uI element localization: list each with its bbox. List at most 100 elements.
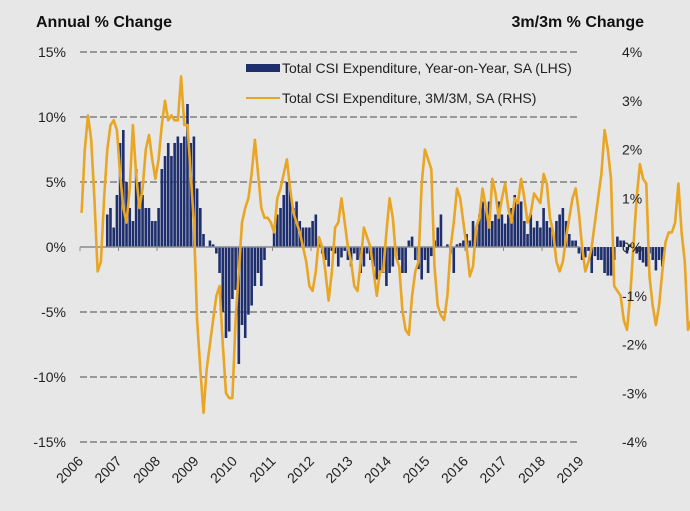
bar bbox=[263, 247, 266, 260]
bar bbox=[471, 221, 475, 247]
bar bbox=[336, 247, 340, 267]
bar bbox=[128, 208, 132, 247]
bar bbox=[513, 195, 517, 247]
bar bbox=[141, 195, 144, 247]
bar bbox=[147, 208, 151, 247]
bar bbox=[182, 136, 186, 247]
bar bbox=[446, 244, 449, 247]
bar bbox=[282, 195, 286, 247]
bar bbox=[603, 247, 606, 273]
bar bbox=[237, 247, 241, 364]
bar bbox=[340, 247, 343, 258]
bar bbox=[567, 234, 571, 247]
right-tick-label: 4% bbox=[622, 44, 642, 60]
bar bbox=[227, 247, 231, 332]
bar bbox=[468, 240, 472, 247]
left-tick-label: 5% bbox=[46, 174, 66, 190]
bar bbox=[628, 244, 632, 247]
bar bbox=[301, 227, 305, 247]
bar bbox=[455, 244, 459, 247]
right-tick-label: -3% bbox=[622, 385, 647, 401]
bar bbox=[327, 247, 330, 267]
bar bbox=[545, 221, 549, 247]
line-series-layer bbox=[80, 75, 690, 415]
bar bbox=[154, 221, 157, 247]
bar bbox=[391, 247, 395, 267]
bar bbox=[494, 214, 497, 247]
bar bbox=[481, 201, 484, 247]
bar bbox=[330, 247, 334, 251]
bar bbox=[372, 247, 375, 267]
bar bbox=[500, 214, 504, 247]
right-tick-label: 0% bbox=[622, 239, 642, 255]
bar bbox=[314, 214, 318, 247]
bar bbox=[202, 234, 205, 247]
bar bbox=[378, 247, 382, 273]
bar bbox=[490, 221, 494, 247]
legend-label-line: Total CSI Expenditure, 3M/3M, SA (RHS) bbox=[282, 90, 536, 106]
bar bbox=[215, 247, 218, 254]
bar bbox=[170, 156, 173, 247]
bar bbox=[388, 247, 391, 273]
bar bbox=[404, 247, 407, 273]
bar bbox=[256, 247, 260, 273]
bar bbox=[462, 240, 465, 247]
bar bbox=[195, 188, 199, 247]
bar bbox=[532, 227, 536, 247]
bar bbox=[535, 221, 539, 247]
right-tick-label: -1% bbox=[622, 288, 647, 304]
bar bbox=[131, 221, 135, 247]
bar bbox=[484, 208, 488, 247]
bar bbox=[644, 247, 648, 267]
bar bbox=[109, 208, 112, 247]
bar bbox=[234, 247, 237, 290]
left-tick-label: 10% bbox=[38, 109, 66, 125]
bar bbox=[609, 247, 613, 276]
left-axis-ticks: 15% 10% 5% 0% -5% -10% -15% bbox=[33, 44, 66, 450]
x-tick-label: 2008 bbox=[130, 453, 163, 486]
bar bbox=[401, 247, 404, 273]
bar bbox=[333, 247, 337, 254]
bar bbox=[285, 182, 289, 247]
right-axis-ticks: 4% 3% 2% 1% 0% -1% -2% -3% -4% bbox=[622, 44, 647, 450]
bar bbox=[558, 214, 561, 247]
x-tick-label: 2006 bbox=[53, 453, 86, 486]
bar bbox=[189, 143, 192, 247]
bar bbox=[138, 182, 141, 247]
x-tick-label: 2015 bbox=[399, 453, 432, 486]
bar bbox=[529, 214, 533, 247]
bar bbox=[542, 208, 545, 247]
bar bbox=[590, 247, 594, 273]
x-tick-label: 2014 bbox=[361, 453, 394, 486]
bar bbox=[523, 221, 526, 247]
bar bbox=[311, 221, 314, 247]
bar bbox=[122, 130, 125, 247]
bar bbox=[346, 247, 350, 260]
bar bbox=[253, 247, 257, 286]
bar bbox=[250, 247, 253, 306]
bar bbox=[516, 201, 520, 247]
bar bbox=[157, 208, 160, 247]
bar bbox=[343, 247, 346, 251]
bar bbox=[247, 247, 250, 315]
bar bbox=[208, 240, 212, 247]
bar bbox=[430, 247, 433, 257]
bar bbox=[600, 247, 603, 260]
bar bbox=[426, 247, 430, 273]
bar bbox=[571, 240, 574, 247]
bar bbox=[510, 208, 513, 247]
bar bbox=[292, 208, 295, 247]
bar bbox=[420, 247, 423, 280]
bar bbox=[365, 247, 369, 254]
bar bbox=[179, 143, 183, 247]
bar bbox=[555, 221, 558, 247]
bar bbox=[397, 247, 401, 260]
x-axis-ticks: 2006 2007 2008 2009 2010 2011 2012 2013 2014 2015… bbox=[53, 453, 587, 486]
bar bbox=[497, 201, 500, 247]
bar bbox=[259, 247, 263, 286]
bar bbox=[539, 227, 542, 247]
bar bbox=[596, 247, 600, 260]
right-tick-label: 1% bbox=[622, 190, 642, 206]
bar bbox=[622, 240, 626, 247]
bar bbox=[606, 247, 610, 276]
